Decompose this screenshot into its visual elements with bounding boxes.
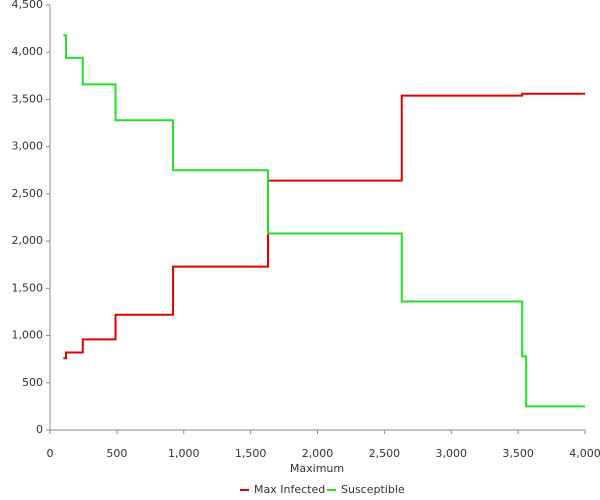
y-tick-label: 2,000 (12, 234, 44, 247)
y-tick-label: 4,500 (12, 0, 44, 11)
x-tick-label: 500 (106, 447, 127, 460)
x-tick-label: 2,500 (369, 447, 401, 460)
y-tick-label: 1,500 (12, 281, 44, 294)
x-tick-label: 1,000 (168, 447, 200, 460)
x-tick-label: 0 (47, 447, 54, 460)
x-axis-title: Maximum (290, 462, 344, 475)
y-tick-label: 1,000 (12, 329, 44, 342)
y-tick-label: 3,500 (12, 92, 44, 105)
y-tick-label: 500 (22, 376, 43, 389)
y-tick-label: 3,000 (12, 140, 44, 153)
series-line (63, 92, 585, 360)
y-tick-label: 4,000 (12, 45, 44, 58)
series-line (63, 34, 585, 408)
x-tick-label: 2,000 (302, 447, 334, 460)
x-tick-label: 4,000 (569, 447, 600, 460)
legend-label: Susceptible (341, 483, 405, 496)
y-tick-label: 2,500 (12, 187, 44, 200)
x-tick-label: 1,500 (235, 447, 267, 460)
y-tick-label: 0 (36, 423, 43, 436)
legend-label: Max Infected (254, 483, 325, 496)
x-tick-label: 3,500 (502, 447, 534, 460)
x-tick-label: 3,000 (436, 447, 468, 460)
